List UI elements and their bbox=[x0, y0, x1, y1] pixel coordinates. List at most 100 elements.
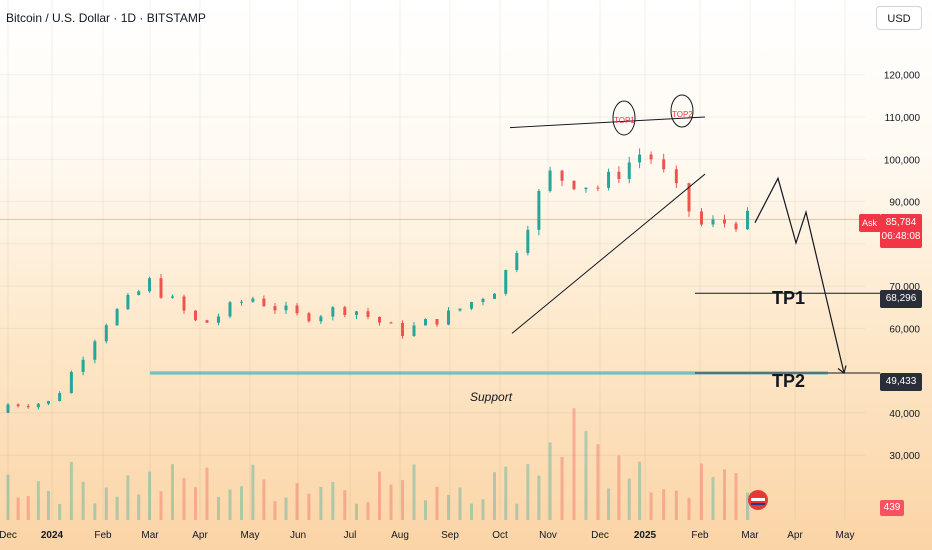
candle-body bbox=[687, 183, 691, 212]
volume-bar bbox=[93, 503, 97, 520]
candle-body bbox=[115, 309, 119, 326]
time-tick-label: Feb bbox=[691, 530, 709, 541]
candle-body bbox=[638, 154, 642, 163]
candle-body bbox=[137, 291, 141, 295]
volume-bar bbox=[627, 478, 631, 520]
volume-bar bbox=[6, 474, 10, 520]
time-tick-label: Aug bbox=[391, 530, 409, 541]
volume-bar bbox=[723, 469, 726, 520]
candle-body bbox=[435, 319, 439, 325]
bar-countdown: 06:48:08 bbox=[881, 231, 921, 242]
projection-arrowhead bbox=[837, 365, 847, 375]
candle-body bbox=[81, 359, 85, 372]
candle-body bbox=[228, 302, 232, 317]
top2-circle bbox=[670, 94, 694, 128]
time-tick-label: Mar bbox=[741, 530, 759, 541]
currency-button[interactable]: USD bbox=[876, 6, 922, 30]
current-price: 85,784 bbox=[885, 217, 917, 228]
candle-body bbox=[148, 278, 152, 292]
volume-bar bbox=[734, 473, 738, 520]
time-tick-label: 2025 bbox=[634, 530, 657, 541]
volume-bar bbox=[319, 486, 323, 520]
volume-bar bbox=[481, 499, 485, 520]
current-price-box: 85,784 06:48:08 bbox=[880, 214, 922, 248]
candle-body bbox=[584, 187, 588, 190]
time-tick-label: Feb bbox=[94, 530, 112, 541]
tp1-price-box: 68,296 bbox=[880, 290, 922, 308]
volume-bar bbox=[617, 455, 621, 520]
volume-bar bbox=[412, 464, 416, 520]
support-label: Support bbox=[470, 390, 513, 404]
time-tick-label: May bbox=[241, 530, 260, 541]
volume-bar bbox=[273, 501, 277, 520]
volume-bar bbox=[662, 489, 666, 520]
price-tick-label: 40,000 bbox=[889, 409, 920, 420]
candle-body bbox=[662, 159, 666, 170]
volume-bar bbox=[46, 490, 50, 520]
candle-body bbox=[343, 307, 347, 315]
price-tick-label: 120,000 bbox=[884, 71, 921, 82]
candle-body bbox=[307, 313, 311, 322]
candle-body bbox=[389, 322, 393, 324]
volume-bar bbox=[366, 502, 370, 520]
volume-bar bbox=[584, 431, 588, 520]
volume-bar bbox=[424, 500, 427, 520]
candle-body bbox=[723, 219, 726, 224]
candle-body bbox=[711, 219, 715, 225]
candle-body bbox=[526, 229, 530, 254]
candle-body bbox=[217, 316, 220, 323]
candle-body bbox=[700, 211, 703, 225]
candle-body bbox=[319, 316, 323, 322]
candle-body bbox=[273, 306, 277, 311]
candle-body bbox=[182, 296, 186, 311]
candle-body bbox=[674, 169, 678, 184]
volume-bar bbox=[16, 497, 20, 520]
candle-body bbox=[46, 401, 50, 404]
volume-bar bbox=[378, 471, 381, 520]
candle-body bbox=[171, 296, 174, 298]
candle-body bbox=[58, 393, 62, 402]
candle-body bbox=[284, 305, 288, 311]
volume-bar bbox=[596, 444, 600, 520]
candle-body bbox=[331, 307, 335, 317]
volume-bar bbox=[26, 495, 30, 520]
candle-body bbox=[93, 341, 97, 360]
volume-bar bbox=[295, 483, 299, 520]
volume-bar bbox=[115, 496, 119, 520]
candle-body bbox=[69, 371, 73, 394]
volume-bar bbox=[194, 487, 197, 520]
volume-bar bbox=[159, 491, 163, 520]
volume-bar bbox=[182, 478, 186, 520]
price-tick-label: 70,000 bbox=[889, 282, 920, 293]
candle-body bbox=[649, 154, 653, 160]
ask-label: Ask bbox=[859, 214, 880, 232]
price-tick-label: 100,000 bbox=[884, 155, 921, 166]
time-tick-label: May bbox=[836, 530, 855, 541]
time-tick-label: Oct bbox=[492, 530, 508, 541]
candle-body bbox=[424, 319, 427, 326]
candle-body bbox=[627, 162, 631, 179]
candle-body bbox=[6, 404, 10, 413]
volume-bar bbox=[687, 497, 691, 520]
candle-body bbox=[458, 308, 462, 311]
price-tick-label: 30,000 bbox=[889, 451, 920, 462]
price-tick-label: 90,000 bbox=[889, 198, 920, 209]
volume-bar bbox=[36, 481, 40, 520]
symbol-title[interactable]: Bitcoin / U.S. Dollar · 1D · BITSTAMP bbox=[6, 11, 206, 25]
candle-body bbox=[493, 293, 496, 300]
candle-body bbox=[262, 298, 266, 307]
candle-body bbox=[560, 170, 564, 181]
rising-trendline bbox=[511, 173, 706, 334]
candle-body bbox=[295, 305, 299, 314]
candle-body bbox=[607, 171, 611, 188]
candle-body bbox=[126, 294, 130, 310]
time-tick-label: Sep bbox=[441, 530, 459, 541]
time-tick-label: Dec bbox=[0, 530, 17, 541]
tp1-label: TP1 bbox=[772, 288, 806, 308]
volume-bar bbox=[674, 490, 678, 520]
projection-path bbox=[754, 176, 845, 374]
candle-body bbox=[548, 170, 552, 191]
volume-bar bbox=[137, 494, 141, 520]
